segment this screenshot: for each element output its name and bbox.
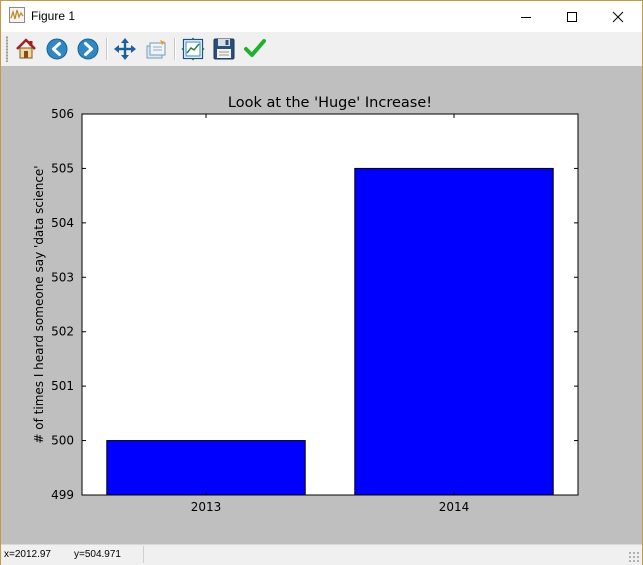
navigation-toolbar [1, 32, 642, 66]
toolbar-grip[interactable] [6, 36, 8, 62]
toolbar-separator [106, 38, 108, 60]
home-button[interactable] [13, 36, 39, 62]
floppy-disk-icon [213, 38, 235, 60]
edit-axis-button[interactable] [242, 36, 268, 62]
y-tick-label: 502 [51, 325, 74, 339]
zoom-rect-icon [146, 40, 166, 59]
chart-title: Look at the 'Huge' Increase! [228, 95, 432, 111]
window-title: Figure 1 [31, 9, 76, 23]
toolbar-separator [174, 38, 176, 60]
forward-arrow-icon [77, 38, 99, 60]
resize-grip[interactable] [628, 551, 640, 563]
back-button[interactable] [44, 36, 70, 62]
minimize-icon [521, 16, 531, 18]
back-arrow-icon [46, 38, 68, 60]
home-icon [16, 38, 36, 59]
x-tick-label: 2014 [439, 500, 470, 514]
y-tick-label: 504 [51, 216, 74, 230]
maximize-button[interactable] [549, 1, 595, 32]
figure-canvas[interactable]: 499 500 501 502 503 504 505 506 2013 2014 Look a… [1, 66, 642, 544]
status-bar: x=2012.97 y=504.971 [1, 544, 642, 565]
cursor-x-readout: x=2012.97 [4, 549, 51, 560]
bar-2013 [106, 440, 306, 496]
bar-chart[interactable]: 499 500 501 502 503 504 505 506 2013 2014 Look a… [1, 66, 642, 544]
forward-button[interactable] [75, 36, 101, 62]
pan-button[interactable] [112, 36, 138, 62]
y-axis-label: # of times I heard someone say 'data sci… [32, 165, 46, 443]
y-tick-label: 503 [51, 270, 74, 284]
y-tick-label: 506 [51, 107, 74, 121]
cursor-y-readout: y=504.971 [74, 549, 121, 560]
y-tick-label: 500 [51, 434, 74, 448]
y-tick-label: 505 [51, 161, 74, 175]
minimize-button[interactable] [503, 1, 549, 32]
y-tick-label: 499 [51, 488, 74, 502]
bar-2014 [354, 167, 554, 496]
save-button[interactable] [211, 36, 237, 62]
move-icon [114, 38, 136, 60]
subplots-button[interactable] [180, 36, 206, 62]
status-divider [143, 546, 144, 563]
x-tick-label: 2013 [191, 500, 222, 514]
axes-frame [81, 113, 579, 496]
close-icon [612, 11, 624, 22]
close-button[interactable] [595, 1, 641, 32]
subplots-icon [181, 37, 205, 61]
zoom-button[interactable] [143, 36, 169, 62]
title-bar: Figure 1 [1, 1, 642, 32]
y-tick-label: 501 [51, 379, 74, 393]
checkmark-icon [244, 39, 266, 57]
maximize-icon [567, 11, 577, 22]
matplotlib-app-icon [9, 7, 25, 23]
